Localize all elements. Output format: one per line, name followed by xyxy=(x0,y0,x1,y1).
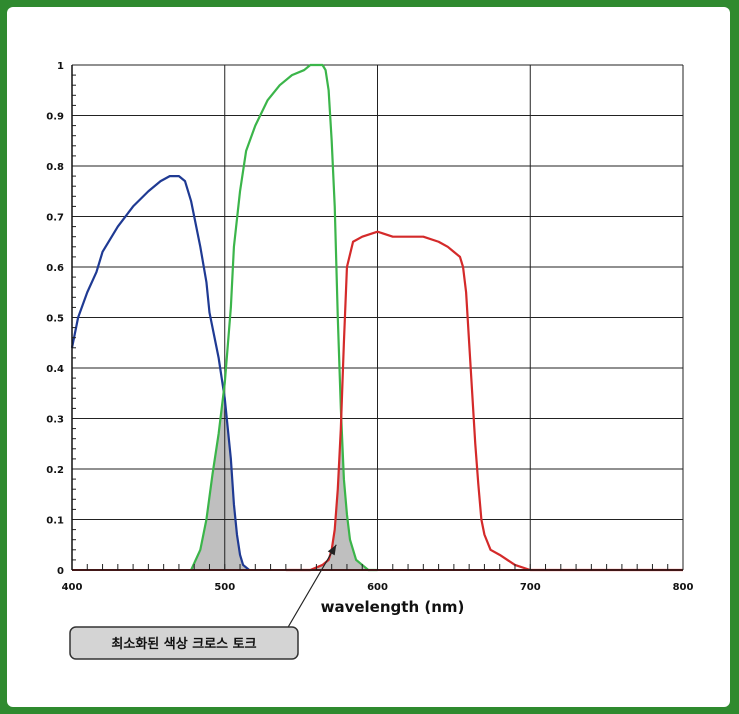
y-tick-label: 0.8 xyxy=(46,162,64,173)
callout-annotation: 최소화된 색상 크로스 토크 xyxy=(69,544,337,660)
x-tick-label: 700 xyxy=(520,582,541,593)
spectral-response-chart: 0 0.1 0.2 0.3 0.4 0.5 0.6 0.7 0.8 0.9 1 400 500 600 70… xyxy=(46,61,693,660)
x-tick-label: 500 xyxy=(214,582,235,593)
chart-frame: 0 0.1 0.2 0.3 0.4 0.5 0.6 0.7 0.8 0.9 1 400 500 600 70… xyxy=(7,7,730,707)
crosstalk-overlap-area xyxy=(310,426,378,570)
x-tick-label: 400 xyxy=(62,582,83,593)
axis-layer: 0 0.1 0.2 0.3 0.4 0.5 0.6 0.7 0.8 0.9 1 400 500 600 70… xyxy=(46,61,693,593)
green-series-line xyxy=(190,63,378,572)
y-tick-label: 0.4 xyxy=(46,364,64,375)
y-tick-label: 0.6 xyxy=(46,263,64,274)
y-tick-label: 0.3 xyxy=(46,415,64,426)
y-tick-label: 0.7 xyxy=(46,213,64,224)
red-series-line xyxy=(285,230,683,572)
x-tick-label: 600 xyxy=(367,582,388,593)
y-tick-label: 0.5 xyxy=(46,314,64,325)
y-tick-label: 0.1 xyxy=(46,516,64,527)
y-tick-label: 1 xyxy=(57,61,64,72)
x-tick-label: 800 xyxy=(673,582,694,593)
overlap-fill-layer xyxy=(191,393,378,570)
callout-arrowhead xyxy=(327,544,337,556)
callout-arrow xyxy=(286,544,337,630)
y-tick-label: 0 xyxy=(57,566,64,577)
y-tick-label: 0.9 xyxy=(46,112,64,123)
x-axis-label: wavelength (nm) xyxy=(321,598,465,616)
grid-layer xyxy=(71,64,684,570)
y-tick-label: 0.2 xyxy=(46,465,64,476)
callout-box xyxy=(69,626,299,660)
blue-series-line xyxy=(70,175,250,571)
callout-label: 최소화된 색상 크로스 토크 xyxy=(111,636,256,652)
